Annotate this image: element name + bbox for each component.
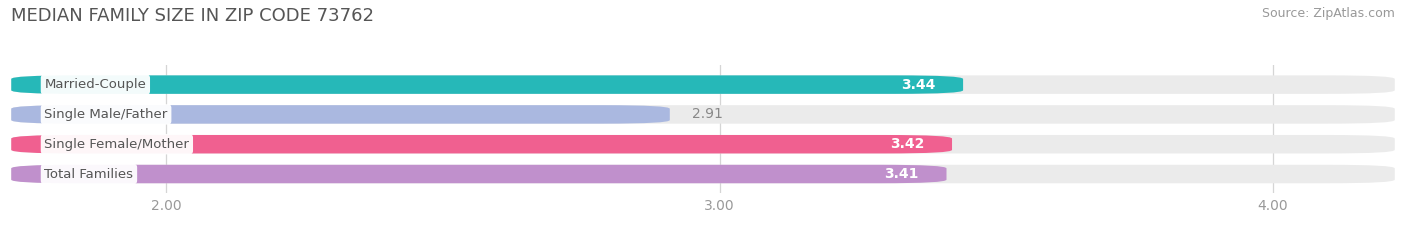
Text: Single Female/Mother: Single Female/Mother	[45, 138, 190, 151]
FancyBboxPatch shape	[11, 75, 1395, 94]
FancyBboxPatch shape	[11, 135, 952, 154]
FancyBboxPatch shape	[11, 75, 963, 94]
Text: Single Male/Father: Single Male/Father	[45, 108, 167, 121]
FancyBboxPatch shape	[11, 165, 1395, 183]
FancyBboxPatch shape	[11, 135, 1395, 154]
Text: Total Families: Total Families	[45, 168, 134, 181]
Text: 3.42: 3.42	[890, 137, 924, 151]
Text: 3.41: 3.41	[884, 167, 920, 181]
FancyBboxPatch shape	[11, 165, 946, 183]
Text: MEDIAN FAMILY SIZE IN ZIP CODE 73762: MEDIAN FAMILY SIZE IN ZIP CODE 73762	[11, 7, 374, 25]
Text: Married-Couple: Married-Couple	[45, 78, 146, 91]
Text: 3.44: 3.44	[901, 78, 935, 92]
FancyBboxPatch shape	[11, 105, 669, 124]
Text: 2.91: 2.91	[692, 107, 723, 121]
FancyBboxPatch shape	[11, 105, 1395, 124]
Text: Source: ZipAtlas.com: Source: ZipAtlas.com	[1261, 7, 1395, 20]
